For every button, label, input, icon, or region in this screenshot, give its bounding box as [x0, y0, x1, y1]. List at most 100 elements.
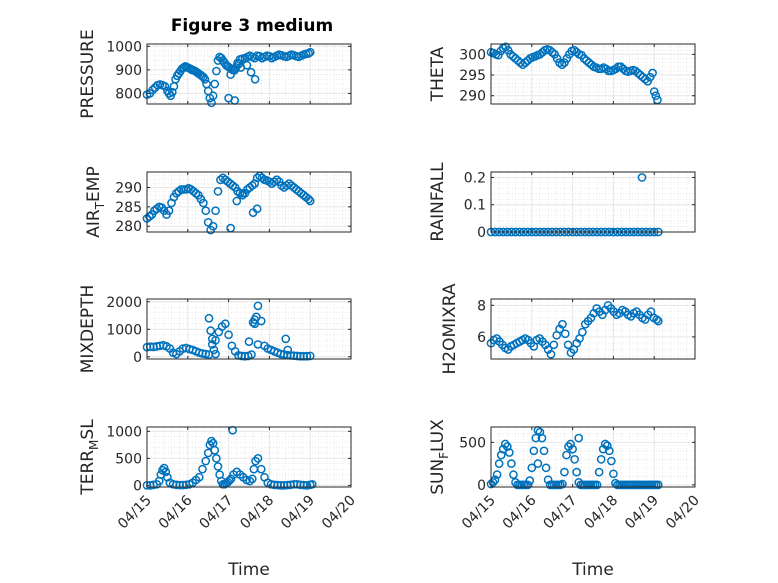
axes-box	[490, 43, 696, 105]
data-point	[304, 49, 313, 58]
data-point	[198, 464, 207, 474]
series-markers	[142, 301, 315, 361]
data-point	[305, 351, 315, 361]
data-point	[574, 433, 584, 443]
data-point	[652, 315, 661, 324]
data-point	[594, 467, 604, 477]
figure-title: Figure 3 medium	[171, 16, 333, 36]
data-point	[592, 480, 602, 490]
y-tick-label: 280	[115, 219, 142, 235]
data-point	[201, 349, 211, 359]
y-tick-label: 1000	[106, 424, 142, 440]
y-tick-label: 1000	[106, 39, 142, 55]
plot-area	[147, 172, 351, 232]
data-point	[253, 301, 263, 311]
y-axis-label: THETA	[428, 46, 448, 102]
data-point	[194, 472, 204, 482]
data-point	[558, 319, 567, 329]
data-point	[637, 173, 647, 182]
subplot-rainfall: 0 0.1 0.2 RAINFALL	[428, 162, 696, 242]
data-point	[609, 469, 618, 479]
data-point	[507, 459, 516, 468]
y-tick-label: 295	[459, 68, 486, 84]
data-point	[210, 445, 220, 455]
y-axis-label-part: LUX	[428, 419, 448, 452]
y-tick-label: 300	[459, 47, 486, 63]
data-point	[653, 480, 663, 490]
data-point	[305, 196, 315, 206]
data-point	[213, 462, 223, 471]
data-point	[494, 459, 504, 468]
x-axis-label: Time	[227, 560, 270, 580]
data-point	[531, 433, 541, 443]
data-point	[533, 459, 543, 468]
data-point	[537, 433, 547, 443]
data-point	[578, 327, 587, 337]
data-point	[213, 187, 223, 196]
y-tick-label: 800	[115, 86, 142, 102]
subplot-theta: 290 295 300 THETA	[428, 42, 696, 105]
data-point	[208, 221, 218, 231]
data-point	[224, 330, 233, 340]
axes-box	[146, 171, 352, 233]
data-point	[253, 340, 263, 349]
data-point	[226, 474, 236, 484]
data-point	[305, 47, 315, 57]
subplot-pressure: 800 900 1000 PRESSURE	[78, 29, 352, 119]
data-point	[201, 206, 211, 216]
data-point	[250, 74, 260, 84]
data-point	[304, 194, 313, 204]
data-point	[206, 326, 215, 336]
y-axis-label: PRESSURE	[78, 29, 98, 118]
minor-grid	[491, 171, 695, 232]
data-point	[230, 65, 240, 75]
series-markers	[486, 300, 663, 359]
data-point	[244, 337, 254, 347]
data-point	[509, 470, 518, 480]
data-point	[604, 446, 614, 456]
data-point	[246, 67, 256, 77]
plot-area	[491, 427, 695, 487]
data-point	[235, 188, 245, 198]
data-point	[211, 206, 220, 216]
data-point	[651, 91, 661, 101]
y-tick-label: 0	[477, 478, 486, 494]
data-point	[555, 58, 564, 67]
y-tick-label: 500	[115, 451, 142, 467]
y-tick-label: 500	[459, 435, 486, 451]
y-axis-label: SUNFLUX	[428, 419, 451, 495]
y-axis-label: AIRTEMP	[84, 166, 107, 237]
axes-box	[146, 298, 352, 360]
data-point	[148, 85, 158, 95]
minor-grid	[147, 427, 351, 487]
data-point	[560, 329, 570, 339]
data-point	[523, 480, 533, 490]
series-markers	[142, 47, 315, 108]
data-point	[253, 454, 263, 463]
y-tick-label: 900	[115, 63, 142, 79]
data-point	[207, 436, 216, 446]
data-point	[211, 349, 220, 359]
data-point	[160, 82, 170, 91]
data-point	[302, 481, 312, 490]
data-point	[546, 349, 556, 359]
y-tick-label: 0.2	[464, 170, 486, 186]
data-point	[167, 87, 177, 97]
data-point	[547, 47, 557, 57]
data-point	[527, 463, 537, 473]
plot-area	[491, 172, 695, 232]
y-axis-label-part: AIR	[84, 209, 104, 238]
data-point	[164, 206, 174, 216]
data-point	[212, 454, 221, 463]
data-point	[210, 79, 220, 89]
data-point	[220, 319, 230, 329]
y-axis-label-part: TERR	[78, 450, 98, 496]
data-point	[283, 345, 293, 355]
y-tick-label: 290	[459, 89, 486, 105]
data-point	[161, 467, 171, 477]
data-point	[549, 340, 559, 350]
data-point	[201, 456, 211, 466]
axes-box	[146, 426, 352, 488]
data-point	[200, 74, 210, 84]
data-point	[251, 312, 261, 322]
